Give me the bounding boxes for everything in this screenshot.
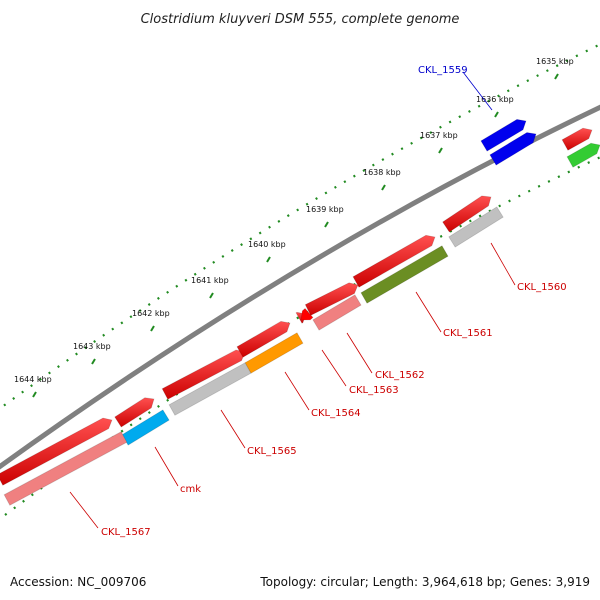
gene-ckl1560-label[interactable]: CKL_1560 xyxy=(517,282,567,293)
upstream-gene-arrow[interactable] xyxy=(566,142,600,168)
ruler-tick-label: 1642 kbp xyxy=(132,309,170,318)
genome-backbone xyxy=(0,104,600,470)
gene-cmk-label[interactable]: cmk xyxy=(180,484,201,495)
upstream-gene-arrow[interactable] xyxy=(236,320,291,358)
gene-ckl1561-leader xyxy=(415,291,442,333)
ruler-tick-label: 1638 kbp xyxy=(363,168,401,177)
gene-ckl1561-label[interactable]: CKL_1561 xyxy=(443,328,493,339)
footer-summary: Topology: circular; Length: 3,964,618 bp… xyxy=(259,575,590,589)
ruler-major-tick xyxy=(381,184,386,191)
gene-ckl1560-arrow[interactable] xyxy=(448,206,504,248)
gene-ckl1564-leader xyxy=(284,371,310,411)
gene-ckl1565-leader xyxy=(220,409,246,449)
ruler-major-tick xyxy=(438,147,443,154)
ruler-major-tick xyxy=(494,111,499,118)
gene-ckl1559-arrow[interactable] xyxy=(489,132,537,166)
gene-ckl1564-label[interactable]: CKL_1564 xyxy=(311,408,361,419)
map-title: Clostridium kluyveri DSM 555, complete g… xyxy=(141,12,460,27)
gene-ckl1563-label[interactable]: CKL_1563 xyxy=(349,385,399,396)
upstream-gene-arrow[interactable] xyxy=(352,234,436,288)
gene-ckl1567-leader xyxy=(69,491,99,529)
gene-ckl1563-arrow[interactable] xyxy=(300,307,314,321)
upstream-gene-arrow[interactable] xyxy=(561,127,593,151)
ruler-tick-label: 1640 kbp xyxy=(248,240,286,249)
gene-ckl1562-leader xyxy=(346,332,373,374)
ruler-tick-label: 1636 kbp xyxy=(476,95,514,104)
upstream-gene-arrow[interactable] xyxy=(442,195,492,233)
gene-ckl1562-arrow[interactable] xyxy=(312,294,362,331)
ruler-major-tick xyxy=(324,221,329,228)
upstream-gene-arrow[interactable] xyxy=(114,397,155,428)
ruler-tick-label: 1637 kbp xyxy=(420,131,458,140)
upstream-gene-arrow[interactable] xyxy=(0,417,113,486)
ruler-tick-label: 1644 kbp xyxy=(14,375,52,384)
ruler-tick-label: 1641 kbp xyxy=(191,276,229,285)
gene-ckl1565-arrow[interactable] xyxy=(168,362,252,416)
gene-ckl1559-arrow[interactable] xyxy=(480,119,527,152)
gene-ckl1559-leader xyxy=(462,71,493,111)
gene-ckl1565-label[interactable]: CKL_1565 xyxy=(247,446,297,457)
ruler-major-tick xyxy=(266,256,271,263)
gene-ckl1567-arrow[interactable] xyxy=(3,431,128,506)
ruler-major-tick xyxy=(554,73,559,80)
gene-cmk-leader xyxy=(154,446,179,487)
ruler-tick-label: 1643 kbp xyxy=(73,342,111,351)
ruler-scale xyxy=(0,43,600,410)
ruler-tick-label: 1639 kbp xyxy=(306,205,344,214)
ruler-major-tick xyxy=(209,292,214,299)
gene-ckl1567-label[interactable]: CKL_1567 xyxy=(101,527,151,538)
footer-accession: Accession: NC_009706 xyxy=(10,575,146,589)
gene-ckl1561-arrow[interactable] xyxy=(360,245,449,304)
ruler-tick-label: 1635 kbp xyxy=(536,57,574,66)
upstream-gene-arrow[interactable] xyxy=(304,282,359,316)
gene-ckl1563-leader xyxy=(321,349,347,387)
gene-ckl1562-label[interactable]: CKL_1562 xyxy=(375,370,425,381)
gene-ckl1560-leader xyxy=(490,242,516,286)
ruler-major-tick xyxy=(91,358,96,365)
gene-ckl1559-label[interactable]: CKL_1559 xyxy=(418,65,468,76)
ruler-major-tick xyxy=(150,325,155,332)
ruler-major-tick xyxy=(32,391,37,398)
lower-scale xyxy=(4,156,600,516)
